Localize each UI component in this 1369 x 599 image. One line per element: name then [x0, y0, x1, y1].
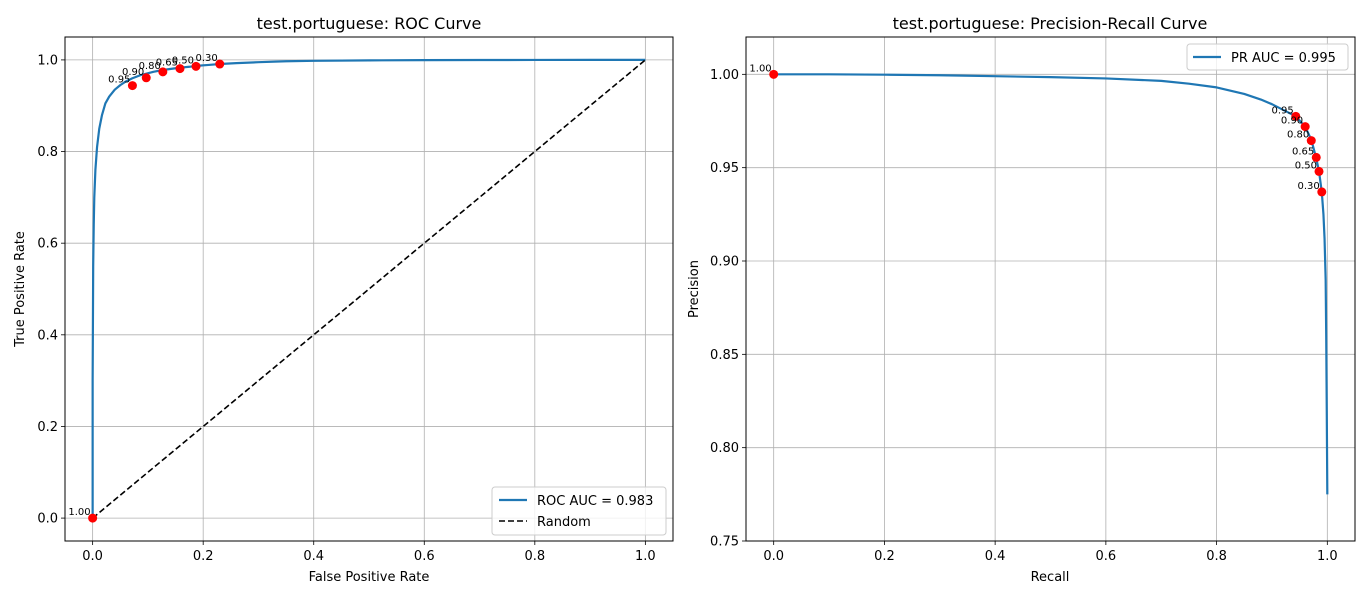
roc-tick-label-x: 0.0	[82, 549, 103, 564]
roc-threshold-point	[175, 64, 185, 74]
roc-threshold-label: 1.00	[68, 507, 90, 518]
roc-threshold-label: 0.90	[122, 67, 144, 78]
pr-series	[773, 73, 1329, 495]
pr-threshold-point	[1317, 187, 1327, 197]
pr-y-axis-label: Precision	[687, 260, 702, 318]
pr-tick-label-x: 0.8	[1206, 549, 1227, 564]
pr-tick-label-x: 1.0	[1317, 549, 1338, 564]
pr-legend-box	[1186, 43, 1349, 71]
pr-tick-label-y: 0.80	[710, 441, 739, 456]
roc-series	[91, 58, 646, 519]
pr-series-line-0	[773, 73, 1329, 495]
pr-ticks: 0.0 0.2 0.4 0.6 0.8 1.00.750.800.850.900.951.…	[710, 68, 1338, 564]
pr-threshold-label: 0.30	[1298, 181, 1320, 192]
pr-tick-label-x: 0.0	[763, 549, 784, 564]
pr-tick-label-y: 1.00	[710, 68, 739, 83]
pr-threshold-point	[1300, 122, 1310, 132]
pr-threshold-label: 1.00	[749, 63, 771, 74]
roc-chart: test.portuguese: ROC Curve 1.000.950.900…	[13, 14, 674, 585]
pr-tick-label-y: 0.75	[710, 535, 739, 550]
pr-chart: test.portuguese: Precision-Recall Curve …	[687, 14, 1356, 585]
roc-tick-label-y: 0.4	[37, 328, 58, 343]
roc-tick-label-y: 0.6	[37, 237, 58, 252]
roc-tick-label-x: 1.0	[635, 549, 656, 564]
roc-threshold-point	[127, 81, 137, 91]
roc-threshold-point	[88, 513, 98, 523]
pr-threshold-point	[1314, 166, 1324, 176]
roc-x-axis-label: False Positive Rate	[309, 570, 430, 585]
roc-series-line-0	[91, 58, 646, 519]
pr-threshold-point	[1291, 111, 1301, 121]
roc-series-line-1	[92, 59, 646, 519]
pr-x-axis-label: Recall	[1031, 570, 1070, 585]
roc-threshold-points: 1.00 0.950.900.800.650.50 0.30	[68, 53, 225, 523]
pr-chart-title: test.portuguese: Precision-Recall Curve	[893, 14, 1208, 33]
roc-legend-box	[491, 486, 667, 536]
pr-legend: PR AUC = 0.995	[1186, 43, 1349, 71]
roc-threshold-point	[191, 61, 201, 71]
pr-legend-label: PR AUC = 0.995	[1231, 51, 1336, 66]
roc-threshold-label: 0.65	[156, 58, 178, 69]
roc-tick-label-x: 0.6	[414, 549, 435, 564]
pr-threshold-point	[769, 69, 779, 79]
pr-threshold-point	[1311, 152, 1321, 162]
roc-threshold-label: 0.95	[108, 75, 130, 86]
roc-legend: ROC AUC = 0.983 Random	[491, 486, 667, 536]
roc-axes-frame	[64, 36, 674, 542]
pr-axes-frame	[745, 36, 1356, 542]
pr-tick-label-y: 0.90	[710, 255, 739, 270]
roc-tick-label-x: 0.4	[303, 549, 324, 564]
roc-tick-label-x: 0.8	[524, 549, 545, 564]
roc-tick-label-y: 1.0	[37, 53, 58, 68]
pr-threshold-label: 0.90	[1281, 116, 1303, 127]
pr-tick-label-y: 0.95	[710, 161, 739, 176]
pr-tick-label-x: 0.2	[874, 549, 895, 564]
roc-tick-label-y: 0.2	[37, 420, 58, 435]
pr-tick-label-x: 0.4	[985, 549, 1006, 564]
roc-chart-title: test.portuguese: ROC Curve	[257, 14, 482, 33]
pr-threshold-point	[1306, 136, 1316, 146]
pr-threshold-label: 0.80	[1287, 130, 1309, 141]
roc-threshold-point	[158, 67, 168, 77]
pr-threshold-points: 1.00 0.950.90 0.80 0.65 0.50 0.30	[749, 63, 1327, 197]
pr-threshold-label: 0.50	[1295, 160, 1317, 171]
roc-threshold-label: 0.50	[172, 55, 194, 66]
roc-threshold-label: 0.80	[139, 61, 161, 72]
roc-threshold-point	[141, 73, 151, 83]
pr-tick-label-x: 0.6	[1096, 549, 1117, 564]
roc-tick-label-x: 0.2	[193, 549, 214, 564]
roc-tick-label-y: 0.0	[37, 512, 58, 527]
roc-legend-label-random: Random	[537, 515, 591, 530]
roc-ticks: 0.0 0.2 0.4 0.6 0.8 1.0 0.0 0.2 0.4 0.6 0.8 1.0	[37, 53, 655, 564]
roc-threshold-point	[215, 59, 225, 69]
pr-threshold-label: 0.95	[1271, 105, 1293, 116]
roc-legend-label-roc: ROC AUC = 0.983	[537, 494, 653, 509]
roc-threshold-label: 0.30	[195, 53, 217, 64]
pr-tick-label-y: 0.85	[710, 348, 739, 363]
roc-y-axis-label: True Positive Rate	[13, 231, 28, 348]
pr-threshold-label: 0.65	[1292, 146, 1314, 157]
roc-tick-label-y: 0.8	[37, 145, 58, 160]
